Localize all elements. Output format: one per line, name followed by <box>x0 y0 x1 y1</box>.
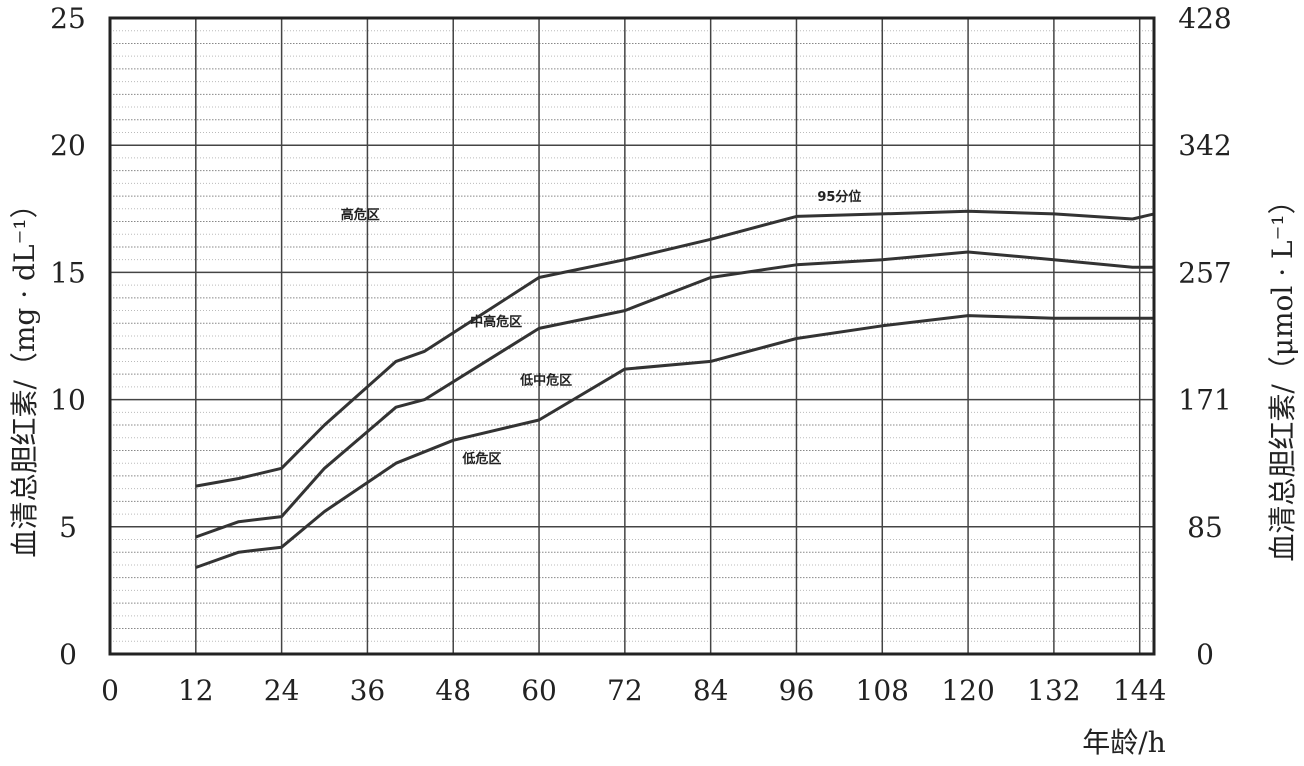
left-y-axis-title: 血清总胆红素/（mg · dL⁻¹） <box>8 190 41 557</box>
major-gridlines <box>110 18 1154 654</box>
zone-label: 高危区 <box>341 207 380 223</box>
x-tick-label: 96 <box>779 674 815 707</box>
y-tick-label-left: 5 <box>59 511 77 544</box>
x-tick-label: 60 <box>521 674 557 707</box>
x-tick-labels: 0 12 24 36 48 60 72 84 96 108 120 132 144 <box>101 674 1166 707</box>
y-tick-label-right: 342 <box>1178 129 1231 162</box>
series-line-1 <box>195 209 1155 488</box>
x-tick-label: 0 <box>101 674 119 707</box>
x-tick-label: 36 <box>350 674 386 707</box>
y-tick-label-right: 428 <box>1178 2 1231 35</box>
y-tick-label-right: 85 <box>1187 511 1223 544</box>
x-tick-label: 132 <box>1027 674 1080 707</box>
x-tick-label: 24 <box>264 674 300 707</box>
x-tick-label: 72 <box>607 674 643 707</box>
x-tick-label: 144 <box>1113 674 1166 707</box>
x-tick-label: 120 <box>941 674 994 707</box>
x-tick-label: 48 <box>435 674 471 707</box>
plot-frame <box>108 16 1156 656</box>
zone-label: 低危区 <box>461 451 501 467</box>
y-tick-label-right: 0 <box>1196 638 1214 671</box>
y-tick-label-left: 15 <box>50 256 86 289</box>
series-lines <box>195 209 1155 569</box>
x-tick-label: 108 <box>856 674 909 707</box>
zone-label: 中高危区 <box>470 314 522 330</box>
x-tick-label: 12 <box>178 674 214 707</box>
y-tick-label-right: 257 <box>1178 256 1231 289</box>
y-tick-label-left: 20 <box>50 129 86 162</box>
zone-label: 95分位 <box>817 189 861 205</box>
zone-label: 低中危区 <box>519 372 572 388</box>
right-y-axis-title: 血清总胆红素/（μmol · L⁻¹） <box>1266 186 1299 561</box>
left-y-tick-labels: 0 5 10 15 20 25 <box>50 2 86 671</box>
y-tick-label-left: 0 <box>59 638 77 671</box>
x-axis-title: 年龄/h <box>1082 726 1165 759</box>
series-line-2 <box>195 250 1154 539</box>
series-line-3 <box>195 314 1154 569</box>
y-tick-label-left: 10 <box>50 384 86 417</box>
right-y-tick-labels: 0 85 171 257 342 428 <box>1178 2 1231 671</box>
minor-gridlines <box>110 30 1154 642</box>
y-tick-label-left: 25 <box>50 2 86 35</box>
x-tick-label: 84 <box>693 674 729 707</box>
y-tick-label-right: 171 <box>1178 384 1231 417</box>
